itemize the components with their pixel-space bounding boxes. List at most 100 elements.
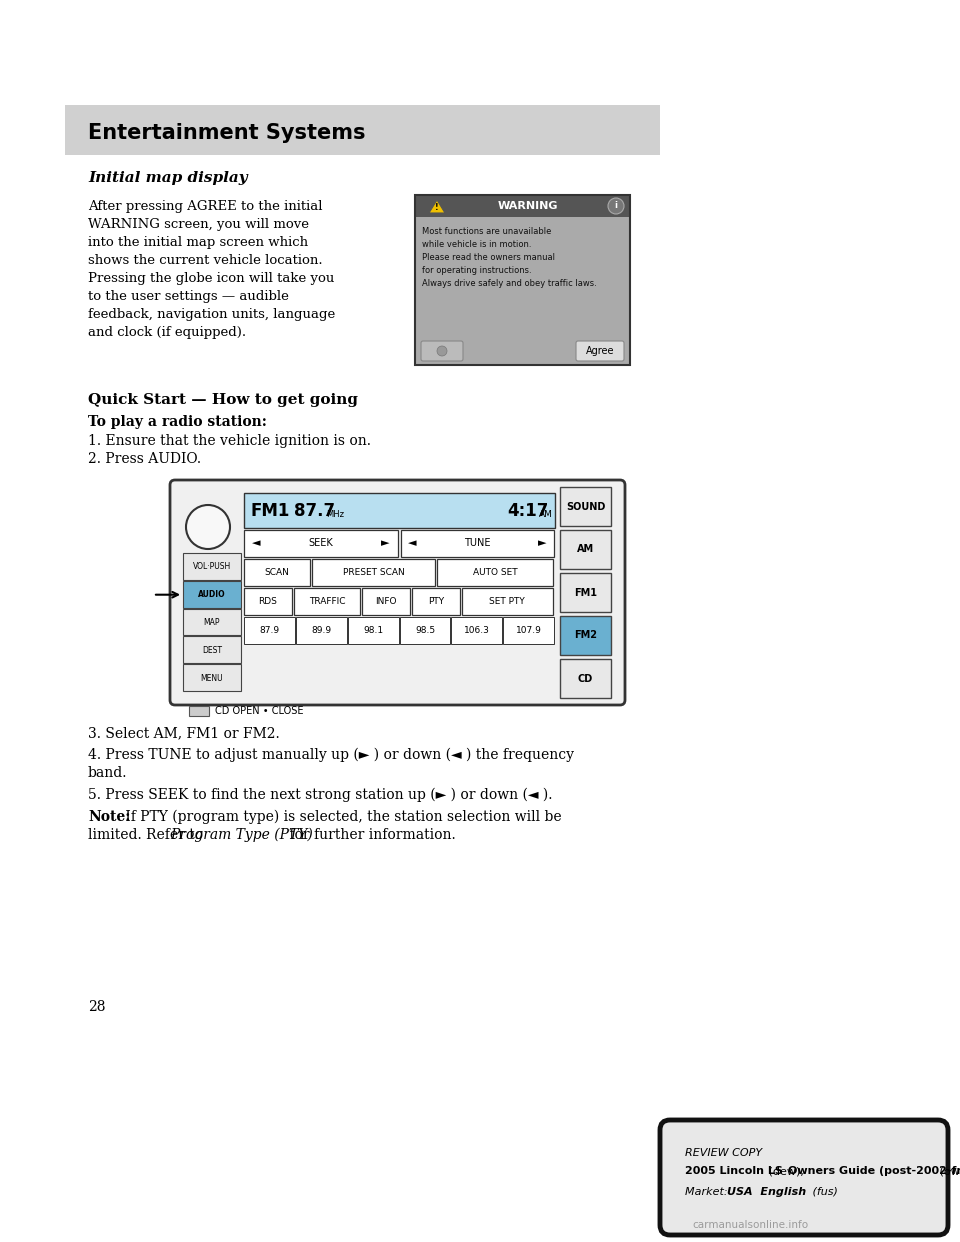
Text: AUTO SET: AUTO SET	[472, 568, 517, 578]
Text: TUNE: TUNE	[464, 539, 491, 549]
Bar	[412, 587, 460, 615]
Bar	[451, 617, 502, 645]
Text: Market:: Market:	[685, 1187, 734, 1197]
Text: Program Type (PTY): Program Type (PTY)	[170, 828, 313, 842]
Bar	[312, 559, 435, 586]
Text: FM1: FM1	[574, 587, 597, 597]
Text: Owners Guide (post-2002-fmt): Owners Guide (post-2002-fmt)	[788, 1166, 960, 1176]
Text: 4:17: 4:17	[507, 502, 548, 519]
Polygon shape	[429, 200, 445, 212]
Text: 106.3: 106.3	[465, 626, 491, 635]
Text: while vehicle is in motion.: while vehicle is in motion.	[422, 240, 532, 248]
Text: Entertainment Systems: Entertainment Systems	[88, 123, 366, 143]
Text: CD OPEN • CLOSE: CD OPEN • CLOSE	[215, 705, 303, 715]
Text: feedback, navigation units, language: feedback, navigation units, language	[88, 308, 335, 320]
Text: DEST: DEST	[202, 646, 222, 655]
Circle shape	[608, 197, 624, 214]
Bar	[560, 660, 611, 698]
Text: and clock (if equipped).: and clock (if equipped).	[88, 325, 246, 339]
Text: limited. Refer to: limited. Refer to	[88, 828, 207, 842]
Text: 98.5: 98.5	[416, 626, 436, 635]
Text: i: i	[614, 201, 617, 210]
Text: Note:: Note:	[88, 810, 131, 823]
Bar	[560, 616, 611, 655]
Text: 5. Press SEEK to find the next strong station up (► ) or down (◄ ).: 5. Press SEEK to find the next strong st…	[88, 787, 553, 802]
Bar	[560, 530, 611, 569]
Circle shape	[186, 505, 230, 549]
Text: FM1: FM1	[250, 502, 289, 519]
Bar	[294, 587, 360, 615]
Bar	[183, 609, 241, 636]
Text: into the initial map screen which: into the initial map screen which	[88, 236, 308, 248]
Text: 1. Ensure that the vehicle ignition is on.: 1. Ensure that the vehicle ignition is o…	[88, 433, 371, 448]
Text: for operating instructions.: for operating instructions.	[422, 266, 532, 274]
Text: 3. Select AM, FM1 or FM2.: 3. Select AM, FM1 or FM2.	[88, 727, 279, 740]
Text: INFO: INFO	[375, 597, 396, 606]
Text: shows the current vehicle location.: shows the current vehicle location.	[88, 255, 323, 267]
Bar	[348, 617, 398, 645]
Text: carmanualsonline.info: carmanualsonline.info	[692, 1220, 808, 1230]
Bar	[415, 195, 630, 365]
Bar	[183, 553, 241, 580]
Text: !: !	[435, 204, 439, 212]
Bar	[560, 573, 611, 612]
Text: Initial map display: Initial map display	[88, 171, 248, 185]
Text: VOL·PUSH: VOL·PUSH	[193, 563, 231, 571]
Text: 98.1: 98.1	[364, 626, 384, 635]
Bar	[415, 217, 630, 365]
Text: ◄: ◄	[252, 539, 260, 549]
FancyBboxPatch shape	[576, 342, 624, 361]
Bar	[183, 636, 241, 663]
Bar	[183, 581, 241, 607]
Text: CD: CD	[578, 673, 593, 683]
Text: 107.9: 107.9	[516, 626, 542, 635]
Bar	[183, 664, 241, 691]
Text: ►: ►	[381, 539, 390, 549]
Text: If PTY (program type) is selected, the station selection will be: If PTY (program type) is selected, the s…	[121, 810, 562, 825]
Text: SCAN: SCAN	[265, 568, 290, 578]
Bar	[362, 587, 410, 615]
Text: (fus): (fus)	[809, 1187, 838, 1197]
Bar	[296, 617, 347, 645]
Text: to the user settings — audible: to the user settings — audible	[88, 289, 289, 303]
Text: for further information.: for further information.	[285, 828, 456, 842]
Bar	[503, 617, 554, 645]
Text: Quick Start — How to get going: Quick Start — How to get going	[88, 392, 358, 407]
Text: To play a radio station:: To play a radio station:	[88, 415, 267, 428]
Text: Most functions are unavailable: Most functions are unavailable	[422, 227, 551, 236]
Text: MAP: MAP	[204, 619, 220, 627]
Text: PTY: PTY	[428, 597, 444, 606]
Text: WARNING: WARNING	[497, 201, 558, 211]
Text: RDS: RDS	[258, 597, 277, 606]
Text: MENU: MENU	[201, 673, 224, 683]
Text: AM: AM	[577, 544, 594, 554]
FancyBboxPatch shape	[421, 342, 463, 361]
Text: PRESET SCAN: PRESET SCAN	[343, 568, 404, 578]
Text: AM: AM	[539, 510, 553, 519]
Text: 28: 28	[88, 1000, 106, 1013]
Bar	[244, 617, 295, 645]
Text: 89.9: 89.9	[312, 626, 332, 635]
Bar	[244, 530, 397, 556]
Text: Pressing the globe icon will take you: Pressing the globe icon will take you	[88, 272, 334, 284]
Bar	[244, 559, 310, 586]
Text: WARNING screen, you will move: WARNING screen, you will move	[88, 219, 309, 231]
Bar	[244, 587, 292, 615]
Text: TRAFFIC: TRAFFIC	[309, 597, 346, 606]
Bar	[399, 617, 450, 645]
Bar	[65, 106, 660, 155]
Text: 87.7: 87.7	[294, 502, 335, 519]
FancyBboxPatch shape	[170, 479, 625, 705]
Text: ◄: ◄	[408, 539, 417, 549]
Text: AUDIO: AUDIO	[198, 590, 226, 599]
Text: FM2: FM2	[574, 631, 597, 641]
Text: Always drive safely and obey traffic laws.: Always drive safely and obey traffic law…	[422, 279, 597, 288]
Text: 2. Press AUDIO.: 2. Press AUDIO.	[88, 452, 202, 466]
Bar	[415, 195, 630, 217]
Text: After pressing AGREE to the initial: After pressing AGREE to the initial	[88, 200, 323, 212]
Text: Please read the owners manual: Please read the owners manual	[422, 253, 555, 262]
Circle shape	[437, 347, 447, 356]
Text: SEEK: SEEK	[308, 539, 333, 549]
Bar	[189, 705, 209, 715]
Bar	[400, 530, 554, 556]
